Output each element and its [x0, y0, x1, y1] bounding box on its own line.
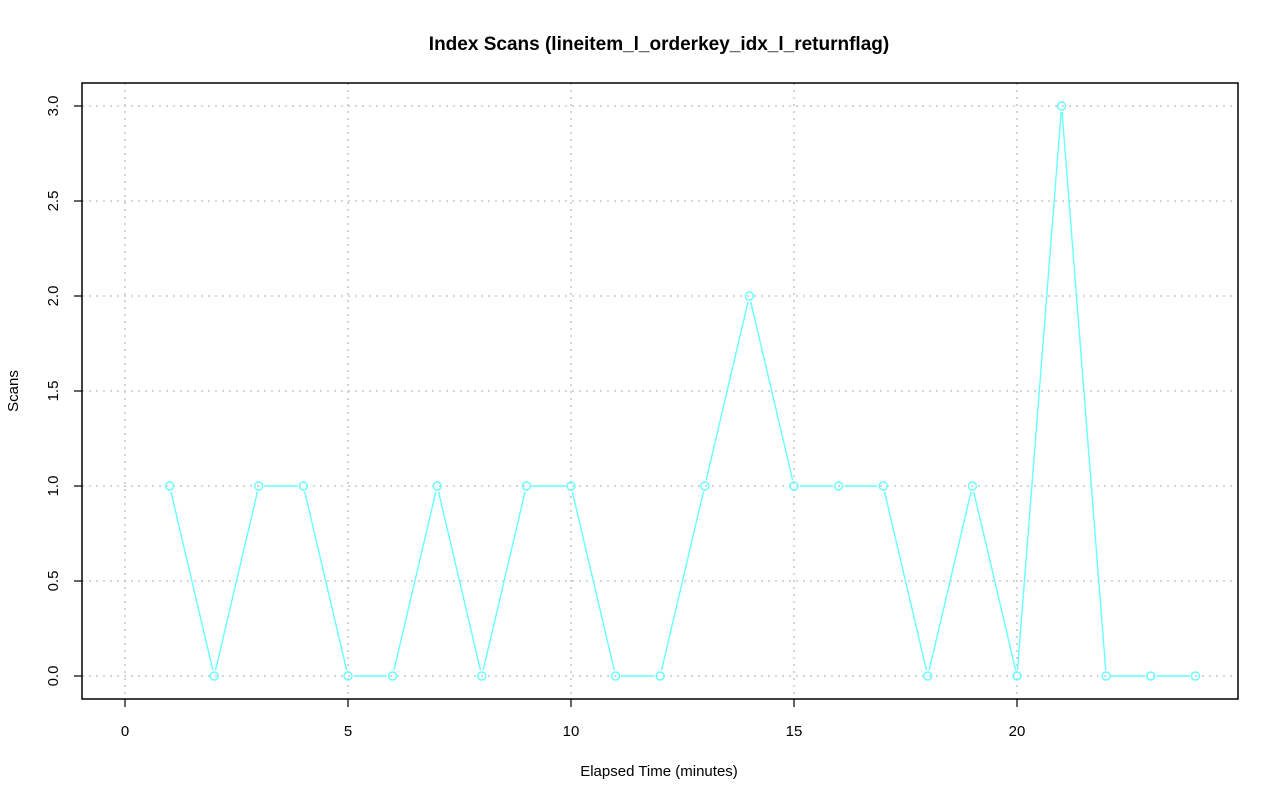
- series-line-segment: [928, 491, 972, 671]
- x-tick-label: 5: [344, 723, 352, 740]
- y-tick-label: 1.5: [45, 381, 62, 402]
- data-point: [477, 671, 487, 681]
- data-point: [387, 671, 398, 681]
- plot-frame: [81, 82, 1239, 700]
- data-point: [833, 481, 844, 491]
- data-point: [1190, 671, 1201, 681]
- series-line-segment: [883, 491, 928, 671]
- data-point: [1101, 671, 1111, 681]
- chart-title: Index Scans (lineitem_l_orderkey_idx_l_r…: [429, 34, 889, 55]
- data-point: [343, 671, 353, 681]
- y-tick-label: 3.0: [45, 96, 62, 117]
- y-axis: 0.0 0.5 1.0 1.5 2.0 2.5 3.0: [45, 96, 82, 687]
- x-tick-label: 10: [563, 723, 580, 740]
- data-point: [1056, 101, 1067, 111]
- data-point: [566, 481, 576, 491]
- series-line-segment: [750, 301, 794, 481]
- data-point: [789, 481, 799, 491]
- series-line-segment: [660, 491, 705, 671]
- data-point: [923, 671, 933, 681]
- y-axis-label: Scans: [5, 370, 22, 412]
- series-layer: [164, 101, 1201, 681]
- data-point: [967, 481, 978, 491]
- data-point: [209, 671, 219, 681]
- y-tick-label: 0.0: [45, 666, 62, 687]
- y-tick-label: 2.5: [45, 191, 62, 212]
- series-line-segment: [437, 491, 482, 671]
- data-point: [254, 481, 264, 491]
- data-point: [1146, 671, 1156, 681]
- x-axis: 0 5 10 15 20: [121, 699, 1026, 740]
- grid-layer: [82, 83, 1238, 699]
- series-line-segment: [482, 491, 526, 671]
- data-point: [164, 481, 175, 491]
- series-line-segment: [1016, 111, 1062, 671]
- data-point: [878, 481, 888, 491]
- data-point: [744, 291, 755, 301]
- x-tick-label: 15: [786, 723, 803, 740]
- data-point: [655, 671, 665, 681]
- series-line-segment: [1061, 111, 1107, 671]
- data-point: [1012, 671, 1022, 681]
- x-tick-label: 0: [121, 723, 129, 740]
- series-line-segment: [973, 491, 1017, 671]
- series-line-segment: [705, 301, 749, 481]
- series-line-segment: [304, 491, 348, 671]
- x-tick-label: 20: [1009, 723, 1026, 740]
- y-tick-label: 1.0: [45, 476, 62, 497]
- series-line-segment: [214, 491, 259, 671]
- y-tick-label: 0.5: [45, 571, 62, 592]
- series-line-segment: [571, 491, 615, 671]
- x-axis-label: Elapsed Time (minutes): [580, 763, 738, 780]
- y-tick-label: 2.0: [45, 286, 62, 307]
- data-point: [700, 481, 710, 491]
- series-line-segment: [393, 491, 437, 671]
- data-point: [521, 481, 532, 491]
- data-point: [432, 481, 442, 491]
- data-point: [610, 671, 621, 681]
- series-line-segment: [170, 491, 214, 671]
- data-point: [298, 481, 309, 491]
